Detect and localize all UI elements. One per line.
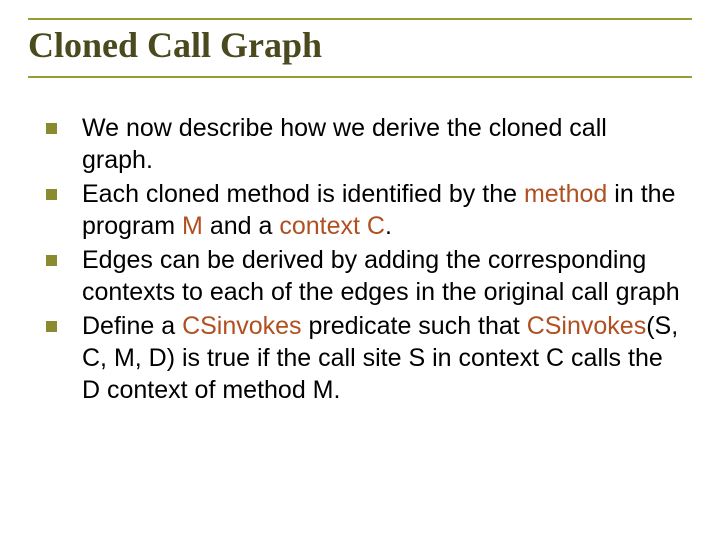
square-bullet-icon — [46, 321, 57, 332]
highlight-term: method — [524, 180, 607, 208]
bullet-list: We now describe how we derive the cloned… — [40, 112, 684, 406]
bullet-text: Edges can be derived by adding the corre… — [82, 246, 680, 306]
square-bullet-icon — [46, 189, 57, 200]
highlight-term: M — [182, 212, 203, 240]
bullet-item: Define a CSinvokes predicate such that C… — [40, 310, 684, 406]
slide-body: We now describe how we derive the cloned… — [28, 112, 692, 406]
bullet-item: We now describe how we derive the cloned… — [40, 112, 684, 176]
square-bullet-icon — [46, 123, 57, 134]
square-bullet-icon — [46, 255, 57, 266]
highlight-term: context C — [279, 212, 385, 240]
bullet-text: Define a CSinvokes predicate such that C… — [82, 312, 678, 404]
slide: Cloned Call Graph We now describe how we… — [0, 0, 720, 540]
slide-title: Cloned Call Graph — [28, 26, 692, 66]
bullet-item: Edges can be derived by adding the corre… — [40, 244, 684, 308]
title-rule-box: Cloned Call Graph — [28, 18, 692, 78]
highlight-term: CSinvokes — [527, 312, 647, 340]
highlight-term: CSinvokes — [182, 312, 302, 340]
bullet-item: Each cloned method is identified by the … — [40, 178, 684, 242]
bullet-text: Each cloned method is identified by the … — [82, 180, 675, 240]
bullet-text: We now describe how we derive the cloned… — [82, 114, 607, 174]
